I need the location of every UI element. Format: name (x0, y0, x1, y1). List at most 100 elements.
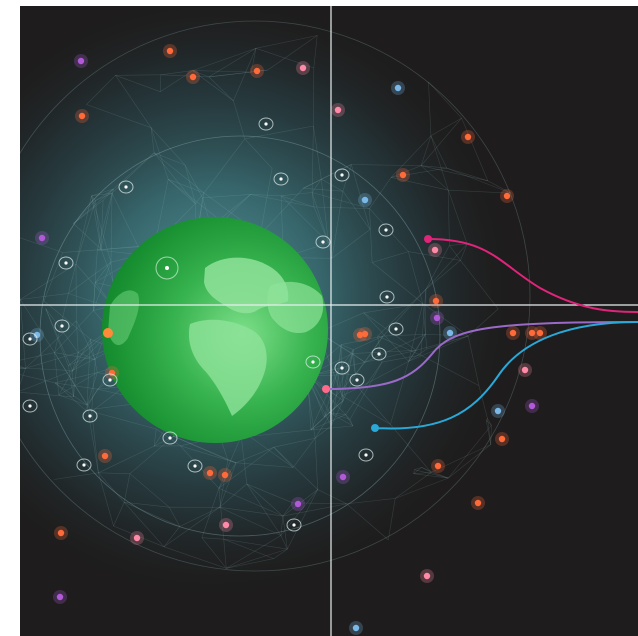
satellite-ring (334, 168, 350, 182)
mesh-link (377, 335, 383, 363)
mesh-link (311, 192, 329, 243)
satellite-dot (494, 407, 502, 415)
mesh-link (413, 467, 422, 474)
mesh-link (58, 394, 88, 406)
mesh-link (246, 483, 293, 504)
mesh-link (448, 444, 491, 479)
satellite-ring-dot (279, 177, 283, 181)
mesh-link (86, 75, 116, 105)
mesh-link (73, 223, 102, 250)
mesh-link (260, 168, 273, 235)
mesh-link (72, 370, 74, 397)
mesh-link (413, 473, 449, 479)
satellite-dot (294, 500, 302, 508)
mesh-link (208, 76, 234, 102)
mesh-link (55, 382, 98, 390)
satellite-ring-dot (124, 185, 128, 189)
satellite-ring (258, 117, 274, 131)
mesh-link (123, 473, 131, 503)
mesh-link (93, 282, 96, 311)
mesh-link (219, 507, 283, 517)
mesh-link (408, 350, 417, 362)
mesh-link (156, 428, 181, 447)
satellite-dot (133, 534, 141, 542)
mesh-link (20, 368, 26, 386)
satellite-dot (189, 73, 197, 81)
mesh-link (421, 467, 449, 479)
mesh-link (233, 48, 257, 101)
mesh-link (91, 195, 102, 250)
earth-orange-hotspot (103, 328, 113, 338)
mesh-link (314, 206, 370, 209)
mesh-link (53, 472, 99, 480)
earth-node-dot-1 (165, 266, 169, 270)
mesh-link (129, 436, 174, 474)
mesh-link (20, 367, 73, 371)
mesh-link (219, 462, 237, 508)
mesh-link (329, 412, 354, 427)
mesh-link (447, 425, 492, 479)
mesh-link (267, 35, 318, 71)
mesh-link (355, 335, 384, 375)
mesh-link (124, 502, 170, 508)
mesh-link (487, 180, 511, 194)
mesh-link (430, 135, 449, 191)
mesh-link (168, 179, 205, 194)
satellite-ring-dot (292, 523, 296, 527)
mesh-link (91, 188, 114, 197)
mesh-link (351, 164, 422, 166)
mesh-link (20, 367, 26, 369)
mesh-link (95, 192, 113, 201)
mesh-link (93, 261, 112, 311)
mesh-link (310, 400, 344, 431)
mesh-link (76, 320, 96, 360)
mesh-link (303, 178, 322, 189)
mesh-link (425, 245, 450, 290)
connection-line-purple (325, 321, 638, 390)
mesh-link (91, 359, 96, 412)
mesh-link (153, 152, 186, 166)
mesh-link (246, 483, 284, 517)
mesh-link (115, 75, 152, 128)
mesh-link (25, 352, 79, 369)
mesh-link (323, 395, 337, 418)
mesh-link (341, 344, 354, 351)
mesh-link (72, 352, 79, 371)
mesh-link (310, 425, 353, 431)
satellite-ring-dot (88, 414, 92, 418)
satellite-dot (221, 471, 229, 479)
mesh-link (97, 193, 113, 250)
mesh-link (43, 300, 91, 340)
mesh-link (153, 152, 205, 194)
mesh-link (241, 437, 248, 484)
satellite-ring (379, 290, 395, 304)
satellite-dot (339, 473, 347, 481)
mesh-link (390, 424, 432, 473)
mesh-link (303, 164, 352, 189)
satellite-dot (33, 331, 41, 339)
mesh-link (460, 243, 468, 261)
satellite-ring-dot (168, 436, 172, 440)
mesh-link (54, 382, 88, 406)
mesh-link (86, 339, 91, 406)
mesh-link (460, 260, 499, 310)
connection-line-blue (374, 321, 638, 430)
mesh-link (218, 431, 244, 489)
mesh-link (337, 344, 342, 373)
satellite-ring-dot (384, 228, 388, 232)
mesh-link (168, 179, 196, 204)
mesh-link (219, 507, 282, 536)
mesh-link (90, 339, 98, 373)
mesh-link (487, 418, 492, 426)
mesh-link (310, 372, 338, 431)
mesh-link (94, 261, 112, 283)
mesh-link (179, 507, 220, 527)
mesh-link (235, 446, 274, 464)
satellite-dot (536, 329, 544, 337)
satellite-dot (253, 67, 261, 75)
mesh-link (280, 535, 288, 550)
satellite-dot (498, 435, 506, 443)
mesh-link (150, 127, 169, 180)
mesh-link (227, 459, 237, 464)
connection-node-pink (424, 235, 432, 243)
